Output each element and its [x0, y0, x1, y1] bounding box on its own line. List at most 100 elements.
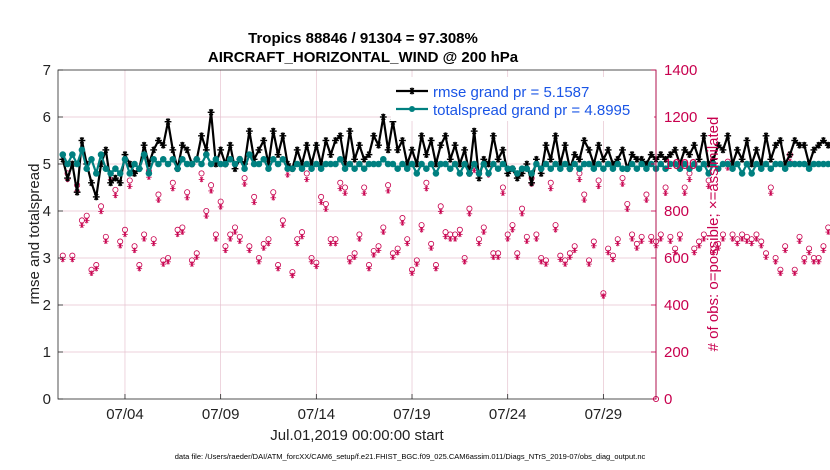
- obs-assimilated-point: [442, 233, 449, 240]
- obs-assimilated-point: [729, 236, 736, 242]
- y-right-tick-label: 800: [664, 203, 689, 220]
- rmse-point: [647, 151, 655, 158]
- obs-possible-point: [126, 177, 133, 184]
- rmse-point: [365, 151, 373, 158]
- obs-assimilated-point: [179, 229, 186, 235]
- rmse-point: [786, 151, 794, 158]
- totalspread-point: [150, 156, 157, 163]
- rmse-point: [164, 118, 172, 126]
- rmse-point: [753, 146, 760, 154]
- obs-assimilated-point: [461, 259, 468, 265]
- obs-possible-point: [342, 184, 349, 191]
- obs-possible-point: [767, 184, 774, 191]
- obs-assimilated-point: [457, 231, 463, 238]
- totalspread-point: [633, 165, 641, 172]
- rmse-point: [207, 108, 215, 116]
- obs-possible-point: [169, 179, 176, 186]
- totalspread-point: [552, 160, 559, 168]
- totalspread-point: [279, 156, 287, 163]
- y-tick-label: 3: [43, 250, 51, 267]
- rmse-point: [78, 137, 86, 144]
- obs-assimilated-point: [418, 226, 425, 233]
- obs-count-layer: [59, 151, 830, 403]
- totalspread-point: [734, 160, 741, 168]
- totalspread-point: [179, 156, 186, 163]
- totalspread-point: [308, 165, 315, 172]
- obs-possible-point: [385, 182, 392, 189]
- rmse-point: [332, 137, 339, 144]
- obs-assimilated-point: [820, 247, 827, 254]
- obs-possible-point: [318, 193, 325, 200]
- totalspread-point: [427, 160, 435, 168]
- obs-possible-point: [112, 186, 119, 193]
- totalspread-point: [676, 165, 684, 172]
- obs-assimilated-point: [98, 208, 104, 215]
- totalspread-point: [738, 170, 746, 177]
- x-axis-ticks: 07/04 07/09 07/14 07/19 07/24 07/29: [106, 394, 622, 423]
- totalspread-point: [121, 156, 129, 163]
- totalspread-point: [705, 170, 712, 177]
- rmse-point: [427, 137, 435, 144]
- rmse-point: [561, 141, 569, 149]
- obs-assimilated-point: [174, 231, 181, 238]
- totalspread-point: [695, 165, 703, 172]
- totalspread-point: [451, 160, 459, 168]
- obs-assimilated-point: [361, 190, 367, 197]
- totalspread-point: [375, 160, 382, 168]
- obs-assimilated-point: [576, 176, 583, 183]
- totalspread-point: [341, 165, 349, 172]
- obs-assimilated-point: [768, 190, 774, 197]
- obs-assimilated-point: [600, 293, 607, 299]
- obs-assimilated-point: [657, 236, 664, 242]
- totalspread-point: [466, 170, 473, 177]
- totalspread-point: [418, 160, 425, 168]
- rmse-point: [733, 146, 741, 154]
- obs-assimilated-point: [136, 265, 143, 272]
- rmse-point: [671, 146, 679, 154]
- totalspread-point: [528, 170, 535, 177]
- rmse-point: [686, 151, 693, 158]
- rmse-point: [384, 146, 392, 154]
- totalspread-point: [557, 165, 564, 172]
- obs-assimilated-point: [490, 254, 497, 261]
- totalspread-point: [136, 165, 143, 172]
- rmse-point: [451, 141, 459, 149]
- totalspread-point: [126, 170, 134, 177]
- obs-assimilated-point: [299, 233, 305, 240]
- totalspread-point: [246, 151, 253, 158]
- totalspread-point: [475, 170, 483, 177]
- totalspread-point: [102, 165, 110, 172]
- obs-assimilated-point: [246, 247, 253, 254]
- totalspread-point: [356, 160, 363, 168]
- obs-possible-point: [662, 184, 669, 191]
- obs-assimilated-point: [744, 238, 750, 245]
- obs-possible-point: [241, 175, 248, 182]
- obs-assimilated-point: [720, 236, 726, 242]
- rmse-point: [767, 155, 775, 163]
- y-axis-right-label: # of obs: o=possible; ×=assimilated: [705, 117, 722, 352]
- totalspread-point: [470, 160, 478, 168]
- rmse-point: [155, 137, 162, 144]
- rmse-point: [666, 151, 674, 158]
- rmse-point: [489, 132, 497, 140]
- obs-assimilated-point: [390, 254, 396, 261]
- obs-assimilated-point: [303, 176, 310, 183]
- obs-possible-point: [681, 184, 688, 191]
- obs-assimilated-point: [308, 259, 315, 265]
- totalspread-point: [83, 165, 91, 172]
- rmse-point: [379, 113, 387, 121]
- totalspread-point: [753, 160, 760, 168]
- totalspread-point: [212, 156, 220, 163]
- totalspread-point: [490, 160, 497, 168]
- obs-assimilated-point: [394, 249, 401, 256]
- obs-possible-point: [825, 224, 830, 231]
- legend-marks: [396, 87, 428, 112]
- chart-title-line2: AIRCRAFT_HORIZONTAL_WIND @ 200 hPa: [208, 49, 519, 66]
- obs-assimilated-point: [748, 240, 755, 247]
- totalspread-point: [724, 160, 732, 168]
- rmse-point: [762, 132, 770, 140]
- obs-assimilated-point: [399, 220, 406, 226]
- rmse-point: [738, 155, 746, 163]
- obs-assimilated-point: [796, 238, 803, 245]
- obs-assimilated-point: [519, 210, 525, 217]
